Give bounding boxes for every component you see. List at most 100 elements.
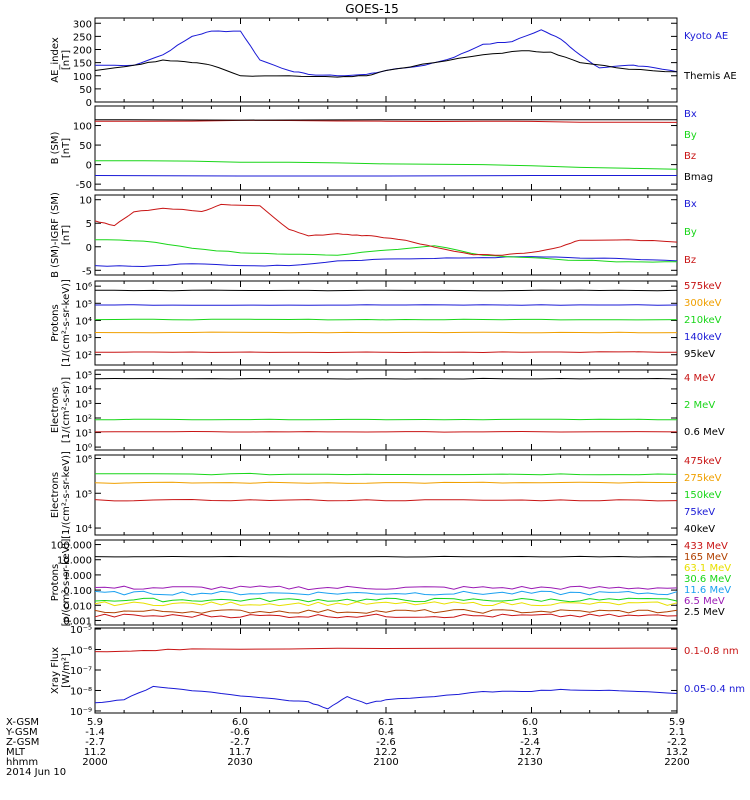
legend-entry: 75keV bbox=[684, 507, 715, 518]
legend-entry: Bx bbox=[684, 199, 697, 210]
y-tick-label: 100 bbox=[73, 72, 92, 83]
y-tick-label: 50 bbox=[79, 141, 92, 152]
y-tick-label: -50 bbox=[76, 180, 92, 191]
y-axis-label-line: Xray Flux bbox=[50, 647, 61, 694]
legend-entry: 475keV bbox=[684, 456, 722, 467]
x-row-label: MLT bbox=[6, 747, 26, 758]
y-axis-label-line: AE_index bbox=[50, 37, 61, 83]
series-line-275kev bbox=[94, 481, 677, 484]
y-tick-label: 10⁴ bbox=[75, 316, 92, 327]
x-row-value: -1.4 bbox=[85, 727, 105, 738]
y-tick-label: 10⁴ bbox=[75, 385, 92, 396]
x-row-value: 2100 bbox=[373, 757, 398, 768]
legend-entry: 95keV bbox=[684, 349, 715, 360]
panel-frame bbox=[94, 194, 678, 276]
y-tick-label: 10⁵ bbox=[75, 299, 92, 310]
y-tick-label: 0.100 bbox=[63, 586, 92, 597]
y-tick-label: 200 bbox=[73, 46, 92, 57]
y-tick-label: 10² bbox=[75, 414, 92, 425]
y-tick-label: 5 bbox=[86, 219, 92, 230]
y-axis-label: Protons[1/(cm²-s-sr-keV)] bbox=[50, 279, 72, 367]
y-axis-label: B (SM)-IGRF (SM)[nT] bbox=[50, 192, 72, 278]
date-label: 2014 Jun 10 bbox=[6, 767, 66, 778]
y-axis-label: Electrons[1/(cm²-s-sr)] bbox=[50, 377, 72, 443]
y-tick-label: 0.001 bbox=[63, 616, 92, 627]
x-row-value: 2000 bbox=[82, 757, 107, 768]
series-line-475kev bbox=[94, 498, 678, 502]
x-row-value: 2030 bbox=[227, 757, 252, 768]
legend-entry: 210keV bbox=[684, 315, 722, 326]
y-tick-label: 300 bbox=[73, 19, 92, 30]
y-tick-label: 10⁵ bbox=[75, 489, 92, 500]
x-row-label: Y-GSM bbox=[5, 727, 38, 738]
y-tick-label: 10⁻⁹ bbox=[70, 707, 92, 718]
y-tick-label: 10⁶ bbox=[75, 454, 92, 465]
x-row-value: 6.0 bbox=[232, 717, 248, 728]
legend-entry: 275keV bbox=[684, 473, 722, 484]
legend-entry: By bbox=[684, 227, 697, 238]
legend-entry: 150keV bbox=[684, 490, 722, 501]
legend-entry: By bbox=[684, 130, 697, 141]
y-tick-label: 0 bbox=[86, 161, 92, 172]
panel-stack: 050100150200250300AE_index[nT]-50050100B… bbox=[50, 17, 745, 718]
y-axis-label: Protons[p/(cm²-s-sr-keV)] bbox=[50, 539, 72, 627]
legend-entry: 0.05-0.4 nm bbox=[684, 684, 745, 695]
legend-entry: 11.6 MeV bbox=[684, 585, 731, 596]
x-row-value: 13.2 bbox=[666, 747, 688, 758]
series-line-300kev bbox=[94, 331, 678, 334]
y-tick-label: 10³ bbox=[75, 399, 92, 410]
y-axis-label-line: [1/(cm²-s-sr-keV)] bbox=[61, 279, 72, 367]
y-tick-label: 150 bbox=[73, 59, 92, 70]
panel-bigrf: -5 0 5 10 B (SM)-IGRF (SM)[nT] bbox=[50, 192, 678, 278]
y-tick-label: 10⁻⁵ bbox=[70, 625, 92, 636]
series-line-bz bbox=[94, 203, 678, 256]
series-line-30-6-mev bbox=[94, 597, 678, 603]
x-row-label: hhmm bbox=[6, 757, 38, 768]
x-row-label: X-GSM bbox=[6, 717, 39, 728]
x-row-value: 0.4 bbox=[378, 727, 394, 738]
series-line-by bbox=[94, 160, 678, 170]
x-row-label: Z-GSM bbox=[6, 737, 39, 748]
legend-entry: 63.1 MeV bbox=[684, 563, 731, 574]
y-tick-label: 10⁴ bbox=[75, 524, 92, 535]
y-tick-label: 10⁰ bbox=[75, 443, 92, 454]
series-line-165-mev bbox=[94, 608, 678, 614]
y-tick-label: 1.000 bbox=[63, 571, 92, 582]
legend-entry: 30.6 MeV bbox=[684, 574, 731, 585]
x-row-value: 11.7 bbox=[229, 747, 251, 758]
panel-frame bbox=[94, 17, 678, 103]
y-tick-label: 0 bbox=[86, 98, 92, 109]
series-line-bz bbox=[94, 119, 678, 123]
y-axis-label-line: Electrons bbox=[50, 387, 61, 433]
series-line-0-1-0-8-nm bbox=[94, 647, 678, 653]
chart-title: GOES-15 bbox=[345, 2, 399, 16]
series-line-150kev bbox=[94, 472, 678, 476]
series-line-bx bbox=[94, 256, 678, 268]
x-row-value: -2.6 bbox=[376, 737, 396, 748]
legend-entry: Bx bbox=[684, 109, 697, 120]
y-tick-label: 100.000 bbox=[51, 541, 92, 552]
y-axis-label-line: Protons bbox=[50, 304, 61, 341]
y-tick-label: 10⁶ bbox=[75, 282, 92, 293]
y-tick-label: -5 bbox=[82, 266, 92, 277]
x-row-value: 6.0 bbox=[522, 717, 538, 728]
legend-entry: 4 MeV bbox=[684, 373, 715, 384]
y-axis-label: Electrons[1/(cm²-s-sr-keV)] bbox=[50, 451, 72, 539]
y-tick-label: 10 bbox=[79, 196, 92, 207]
x-row-value: 12.2 bbox=[375, 747, 397, 758]
x-row-value: 1.3 bbox=[522, 727, 538, 738]
y-tick-label: 10.000 bbox=[57, 556, 92, 567]
y-tick-label: 10³ bbox=[75, 334, 92, 345]
y-axis-label-line: [W/m²] bbox=[61, 653, 72, 688]
x-row-value: 2130 bbox=[517, 757, 542, 768]
series-line-95kev bbox=[94, 351, 677, 354]
y-axis-label-line: [1/(cm²-s-sr-keV)] bbox=[61, 451, 72, 539]
legend-entry: 0.1-0.8 nm bbox=[684, 646, 739, 657]
series-line-433-mev bbox=[94, 613, 678, 619]
series-line-11-6-mev bbox=[94, 590, 678, 596]
legend-entry: 433 MeV bbox=[684, 541, 728, 552]
legend-entry: 575keV bbox=[684, 281, 722, 292]
panel-electrons1: 10⁰10¹10²10³10⁴10⁵Electrons[1/(cm²-s-sr)… bbox=[50, 369, 678, 454]
